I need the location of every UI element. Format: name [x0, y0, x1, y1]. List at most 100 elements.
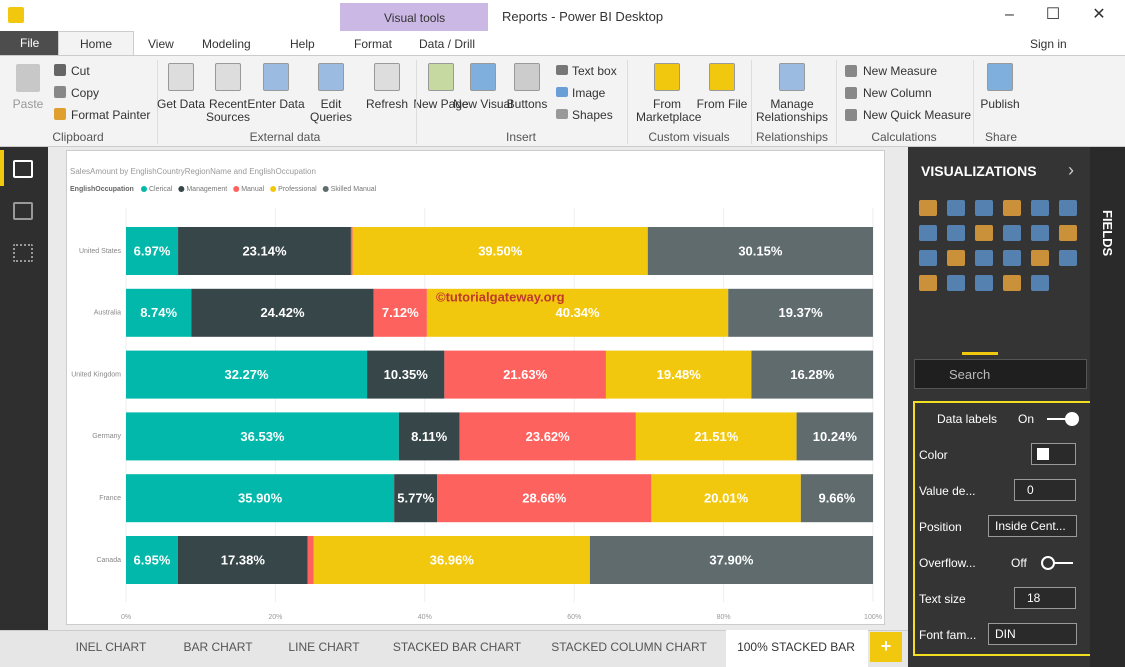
ribbon-button[interactable]: Copy	[71, 86, 100, 100]
tab[interactable]: Data / Drill	[419, 37, 476, 51]
ribbon-button[interactable]: New Measure	[863, 64, 938, 78]
sign-in[interactable]: Sign in	[1030, 37, 1067, 51]
viz-icon[interactable]	[1003, 275, 1021, 291]
viz-icon[interactable]	[975, 225, 993, 241]
search: Search	[949, 367, 991, 382]
ribbon-button[interactable]: From Marketplace	[636, 97, 702, 124]
viz-icon[interactable]	[947, 250, 965, 266]
viz-icon[interactable]	[919, 200, 937, 216]
page-tab[interactable]: INEL CHART	[75, 640, 147, 654]
fields-label[interactable]: FIELDS	[1100, 210, 1115, 257]
ribbon-button[interactable]: Publish	[980, 97, 1020, 111]
viz-icon[interactable]	[975, 275, 993, 291]
ribbon-button[interactable]: Edit Queries	[309, 97, 353, 124]
fields-strip[interactable]	[1090, 147, 1125, 667]
bar-segment	[126, 350, 368, 399]
data-label: 35.90%	[238, 491, 283, 506]
tab[interactable]: Help	[290, 37, 315, 51]
page-tab[interactable]: STACKED COLUMN CHART	[551, 640, 707, 654]
setting-value[interactable]: 18	[1014, 587, 1076, 609]
ribbon-button[interactable]: New Column	[863, 86, 932, 100]
ribbon-button[interactable]: New Quick Measure	[863, 108, 972, 122]
add-tab-bg[interactable]	[870, 632, 902, 662]
setting-value[interactable]: DIN	[988, 623, 1077, 645]
tab[interactable]: Home	[80, 37, 113, 51]
collapse[interactable]: ›	[1068, 160, 1074, 180]
nav-icon[interactable]	[13, 160, 33, 178]
data-label: 10.24%	[813, 429, 858, 444]
ribbon-button[interactable]: Refresh	[365, 97, 409, 111]
bar-segment	[651, 474, 801, 523]
tab[interactable]: Format	[354, 37, 393, 51]
viz-icon[interactable]	[1003, 200, 1021, 216]
icon	[514, 63, 540, 91]
icon	[470, 63, 496, 91]
legend-dot	[322, 186, 329, 192]
viz-icon[interactable]	[1031, 250, 1049, 266]
viz-icon[interactable]	[1003, 250, 1021, 266]
data-label: 7.12%	[382, 305, 419, 320]
legend-dot	[178, 186, 185, 192]
viz-icon[interactable]	[919, 225, 937, 241]
ribbon-button[interactable]: New Page	[413, 97, 469, 111]
page-tab[interactable]: 100% STACKED BAR	[737, 640, 855, 654]
setting-label: Value de...	[919, 484, 976, 498]
setting-label: Color	[919, 448, 948, 462]
ribbon-button[interactable]: From File	[696, 97, 748, 111]
search-box[interactable]	[914, 359, 1087, 389]
window-controls[interactable]: –☐✕	[1005, 6, 1125, 23]
setting-value[interactable]: Inside Cent...	[988, 515, 1077, 537]
viz-icon[interactable]	[947, 200, 965, 216]
bar-segment	[605, 350, 752, 399]
viz-icon[interactable]	[975, 250, 993, 266]
y-tick-label: Canada	[96, 557, 121, 564]
toggle[interactable]	[1047, 411, 1079, 427]
tab[interactable]: Modeling	[202, 37, 251, 51]
tab[interactable]: File	[20, 36, 40, 50]
section-header[interactable]: Data labels	[937, 412, 998, 426]
file-tab[interactable]	[0, 31, 58, 55]
data-label: 9.66%	[818, 491, 855, 506]
ribbon-button[interactable]: Get Data	[156, 97, 206, 111]
tab[interactable]: View	[148, 37, 174, 51]
window-title: Reports - Power BI Desktop	[502, 9, 664, 24]
ribbon-button[interactable]: Image	[572, 86, 606, 100]
viz-icon[interactable]	[1031, 200, 1049, 216]
nav-icon[interactable]	[13, 244, 33, 262]
page-tab[interactable]: BAR CHART	[183, 640, 253, 654]
ribbon-button[interactable]: New Visual	[453, 97, 513, 111]
viz-icon[interactable]	[1031, 225, 1049, 241]
ribbon-button[interactable]: Text box	[572, 64, 617, 78]
viz-icon[interactable]	[919, 275, 937, 291]
bar-segment	[635, 412, 797, 461]
viz-icon[interactable]	[975, 200, 993, 216]
page-tab[interactable]: STACKED BAR CHART	[392, 640, 522, 654]
viz-icon[interactable]	[919, 250, 937, 266]
page-tab[interactable]: LINE CHART	[288, 640, 360, 654]
nav-icon[interactable]	[13, 202, 33, 220]
ribbon-button[interactable]: Manage Relationships	[755, 97, 829, 124]
viz-icon[interactable]	[947, 275, 965, 291]
ribbon-button[interactable]: Buttons	[506, 97, 548, 111]
viz-icon[interactable]	[1031, 275, 1049, 291]
viz-icon[interactable]	[1059, 250, 1077, 266]
ribbon-button[interactable]: Enter Data	[247, 97, 305, 111]
add-tab[interactable]: +	[880, 636, 892, 656]
viz-icon[interactable]	[1059, 225, 1077, 241]
color-picker[interactable]	[1031, 443, 1076, 465]
ribbon-button[interactable]: Cut	[71, 64, 90, 78]
ribbon-button[interactable]: Recent Sources	[205, 97, 251, 124]
setting-value[interactable]: 0	[1014, 479, 1076, 501]
viz-icon[interactable]	[1003, 225, 1021, 241]
ribbon-button[interactable]: Paste	[12, 97, 44, 111]
viz-icon[interactable]	[1059, 200, 1077, 216]
chart: SalesAmount by EnglishCountryRegionName …	[70, 167, 882, 621]
icon	[168, 63, 194, 91]
ribbon-button[interactable]: Format Painter	[71, 108, 151, 122]
nav-report[interactable]	[0, 150, 4, 186]
legend-label: Skilled Manual	[331, 186, 377, 193]
ribbon-button[interactable]: Shapes	[572, 108, 613, 122]
viz-icon[interactable]	[947, 225, 965, 241]
left-nav	[0, 147, 48, 630]
toggle[interactable]	[1041, 555, 1073, 571]
